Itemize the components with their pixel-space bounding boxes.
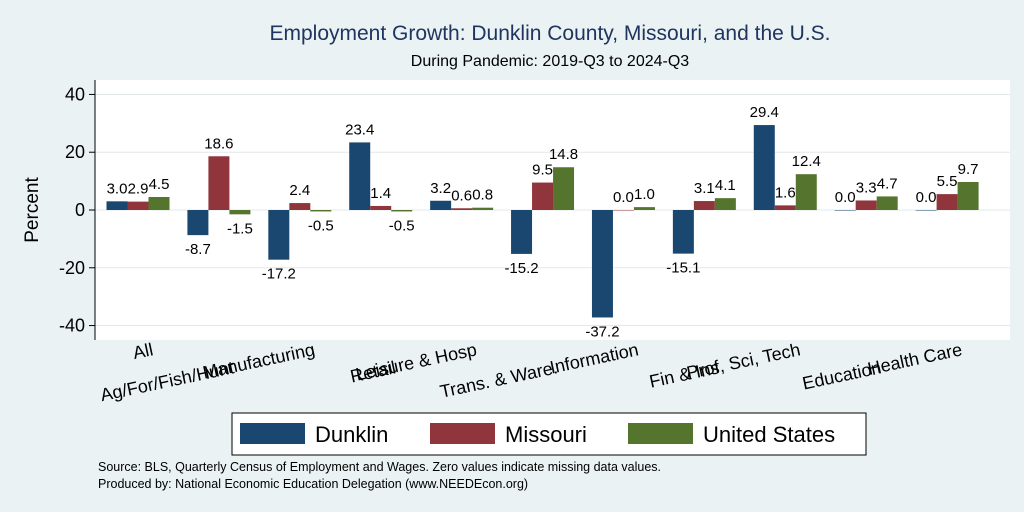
data-label-missouri-retail: 1.4 <box>370 185 391 202</box>
data-label-dunklin-all: 3.0 <box>107 180 128 197</box>
data-label-dunklin-retail: 23.4 <box>345 121 374 138</box>
y-ticks-group: 40 20 0 -20 -40 <box>59 84 95 336</box>
bar-missouri-education <box>855 200 877 210</box>
data-label-dunklin-prof-sci-tech: 29.4 <box>750 104 779 121</box>
data-label-missouri-leisure-hosp: 0.6 <box>451 187 472 204</box>
data-labels-group: 3.0 2.9 4.5 -8.7 18.6 -1.5 -17.2 2.4 -0.5 23.4 1.4… <box>107 104 979 340</box>
bar-dunklin-education <box>834 210 856 211</box>
data-label-missouri-prof-sci-tech: 1.6 <box>775 184 796 201</box>
data-label-missouri-health-care: 5.5 <box>937 173 958 190</box>
data-label-dunklin-information: -37.2 <box>585 323 619 340</box>
data-label-united-states-manufacturing: -0.5 <box>308 217 334 234</box>
bar-dunklin-trans-ware <box>511 210 533 254</box>
y-tick-label: 20 <box>65 142 85 162</box>
data-label-united-states-prof-sci-tech: 12.4 <box>792 153 821 170</box>
y-tick-label: 0 <box>75 200 85 220</box>
bar-united-states-manufacturing <box>310 210 332 212</box>
data-label-united-states-education: 4.7 <box>877 175 898 192</box>
bar-united-states-information <box>633 207 655 210</box>
data-label-united-states-ag-for-fish-hunt: -1.5 <box>227 220 253 237</box>
bar-united-states-retail <box>391 210 413 212</box>
bar-united-states-trans-ware <box>553 167 575 210</box>
data-label-missouri-ag-for-fish-hunt: 18.6 <box>204 135 233 152</box>
y-tick-label: -40 <box>59 316 85 336</box>
bar-missouri-manufacturing <box>289 203 311 210</box>
data-label-dunklin-trans-ware: -15.2 <box>504 260 538 277</box>
data-label-united-states-all: 4.5 <box>149 176 170 193</box>
data-label-dunklin-health-care: 0.0 <box>916 189 937 206</box>
bars-group <box>106 125 979 318</box>
bar-missouri-fin-ins <box>693 201 715 210</box>
bar-dunklin-retail <box>349 142 371 210</box>
data-label-missouri-fin-ins: 3.1 <box>694 180 715 197</box>
bar-dunklin-prof-sci-tech <box>753 125 775 210</box>
y-axis-title: Percent <box>22 177 43 243</box>
bar-dunklin-information <box>591 210 613 318</box>
data-label-united-states-leisure-hosp: 0.8 <box>472 187 493 204</box>
bar-missouri-trans-ware <box>532 182 554 210</box>
bar-dunklin-health-care <box>915 210 937 211</box>
legend-swatch-dunklin <box>240 423 305 444</box>
legend-label-missouri: Missouri <box>505 422 587 447</box>
bar-dunklin-fin-ins <box>672 210 694 254</box>
legend-label-united-states: United States <box>703 422 835 447</box>
bar-missouri-ag-for-fish-hunt <box>208 156 230 210</box>
legend: Dunklin Missouri United States <box>240 422 835 447</box>
data-label-dunklin-fin-ins: -15.1 <box>666 260 700 277</box>
y-tick-label: -20 <box>59 258 85 278</box>
legend-label-dunklin: Dunklin <box>315 422 388 447</box>
data-label-missouri-education: 3.3 <box>856 179 877 196</box>
bar-missouri-prof-sci-tech <box>774 205 796 210</box>
data-label-united-states-retail: -0.5 <box>389 217 415 234</box>
bar-united-states-prof-sci-tech <box>795 174 817 210</box>
data-label-missouri-manufacturing: 2.4 <box>289 182 310 199</box>
data-label-united-states-information: 1.0 <box>634 186 655 203</box>
bar-missouri-leisure-hosp <box>451 208 473 210</box>
bar-missouri-all <box>127 201 149 210</box>
bar-united-states-fin-ins <box>714 198 736 210</box>
legend-swatch-united-states <box>628 423 693 444</box>
producer-note: Produced by: National Economic Education… <box>98 477 528 491</box>
data-label-dunklin-manufacturing: -17.2 <box>262 266 296 283</box>
bar-united-states-all <box>148 197 170 210</box>
bar-missouri-health-care <box>936 194 958 210</box>
data-label-united-states-health-care: 9.7 <box>958 161 979 178</box>
bar-dunklin-ag-for-fish-hunt <box>187 210 209 236</box>
bar-missouri-retail <box>370 205 392 210</box>
data-label-dunklin-ag-for-fish-hunt: -8.7 <box>185 241 211 258</box>
data-label-missouri-trans-ware: 9.5 <box>532 162 553 179</box>
bar-missouri-information <box>612 210 634 211</box>
source-note: Source: BLS, Quarterly Census of Employm… <box>98 460 661 474</box>
data-label-united-states-trans-ware: 14.8 <box>549 146 578 163</box>
data-label-united-states-fin-ins: 4.1 <box>715 177 736 194</box>
bar-dunklin-all <box>106 201 128 210</box>
data-label-missouri-information: 0.0 <box>613 189 634 206</box>
data-label-missouri-all: 2.9 <box>128 181 149 198</box>
y-tick-label: 40 <box>65 84 85 104</box>
category-label-all: All <box>131 339 155 363</box>
data-label-dunklin-leisure-hosp: 3.2 <box>430 180 451 197</box>
chart-subtitle: During Pandemic: 2019-Q3 to 2024-Q3 <box>411 53 689 70</box>
chart-title: Employment Growth: Dunklin County, Misso… <box>269 22 830 45</box>
bar-dunklin-manufacturing <box>268 210 290 260</box>
data-label-dunklin-education: 0.0 <box>835 189 856 206</box>
bar-united-states-health-care <box>957 181 979 210</box>
legend-box <box>231 412 867 456</box>
bar-united-states-leisure-hosp <box>472 207 494 210</box>
bar-united-states-education <box>876 196 898 210</box>
legend-swatch-missouri <box>430 423 495 444</box>
bar-united-states-ag-for-fish-hunt <box>229 210 251 215</box>
bar-dunklin-leisure-hosp <box>430 200 452 210</box>
